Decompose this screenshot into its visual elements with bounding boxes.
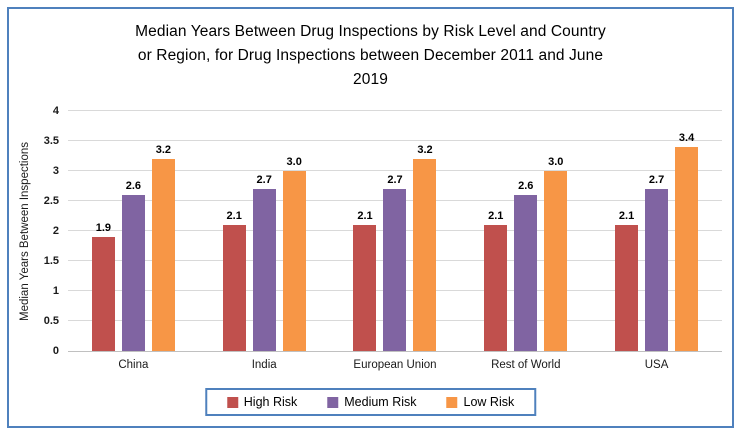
bar-medium-risk [645,189,669,351]
legend-label: High Risk [243,395,298,409]
y-tick-label: 0 [52,345,59,357]
legend-swatch-icon [226,396,238,408]
data-label: 3.0 [286,156,302,168]
bar-column: 2.1 [222,111,246,351]
chart-title-line2: or Region, for Drug Inspections between … [137,47,604,65]
legend: High Risk Medium Risk Low Risk [204,388,537,416]
y-tick-label: 2 [52,225,59,237]
bar-column: 2.7 [383,111,407,351]
x-category-label: European Union [353,359,437,371]
data-label: 2.1 [618,210,635,222]
data-label: 3.2 [417,144,433,156]
bar-medium-risk [252,189,276,351]
data-label: 2.6 [518,180,534,192]
legend-item-low-risk: Low Risk [446,395,515,409]
bar-column: 2.1 [484,111,508,351]
bar-group-usa: 2.1 2.7 3.4 [591,111,722,351]
legend-swatch-icon [446,396,458,408]
chart-title: Median Years Between Drug Inspections by… [39,20,702,92]
bar-groups: 1.9 2.6 3.2 2.1 2.7 3.0 2.1 2.7 3.2 2.1 2.6 3.0 2.1 2… [68,111,722,351]
bar-group-rest-of-world: 2.1 2.6 3.0 [460,111,591,351]
bar-column: 1.9 [91,111,115,351]
legend-item-high-risk: High Risk [226,395,298,409]
y-tick-label: 3 [52,165,59,177]
bar-group-india: 2.1 2.7 3.0 [199,111,330,351]
y-tick-label: 1.5 [43,255,59,267]
bar-low-risk [544,171,568,351]
bar-low-risk [151,159,175,351]
data-label: 2.1 [488,210,504,222]
bar-medium-risk [121,195,145,351]
y-tick-label: 1 [52,285,59,297]
x-category-label: Rest of World [491,359,561,371]
x-category-label: USA [644,359,669,371]
bar-high-risk [91,237,115,351]
bar-group-china: 1.9 2.6 3.2 [68,111,199,351]
chart-title-line3: 2019 [353,71,388,89]
data-label: 2.1 [357,210,373,222]
bar-low-risk [675,147,699,351]
bar-low-risk [282,171,306,351]
bar-column: 3.2 [413,111,437,351]
bar-column: 2.6 [121,111,145,351]
bar-column: 2.7 [645,111,669,351]
data-label: 2.7 [256,174,272,186]
bar-column: 2.1 [353,111,377,351]
x-category-label: China [118,359,149,371]
bar-high-risk [222,225,246,351]
bar-medium-risk [514,195,538,351]
bar-column: 2.7 [252,111,276,351]
bar-column: 2.1 [615,111,639,351]
data-label: 2.1 [226,210,242,222]
bar-group-european-union: 2.1 2.7 3.2 [330,111,461,351]
legend-swatch-icon [327,396,339,408]
legend-label: Medium Risk [344,395,417,409]
chart-title-line1: Median Years Between Drug Inspections by… [135,23,606,40]
y-tick-label: 2.5 [43,195,59,207]
bar-low-risk [413,159,437,351]
legend-item-medium-risk: Medium Risk [327,395,417,409]
data-label: 2.6 [125,180,142,192]
bar-column: 3.0 [282,111,306,351]
bar-column: 3.2 [151,111,175,351]
bar-high-risk [353,225,377,351]
plot-area: 0 0.5 1 1.5 2 2.5 3 3.5 4 1.9 2.6 3.2 2.1 2.7 3.0 2.1 2.… [44,105,722,357]
bar-column: 3.0 [544,111,568,351]
bar-column: 3.4 [675,111,699,351]
gridline [68,140,722,141]
data-label: 1.9 [95,222,112,234]
x-axis-labels: China India European Union Rest of World USA [68,359,722,371]
y-tick-label: 0.5 [43,315,59,327]
data-label: 3.4 [678,132,695,144]
data-label: 3.2 [155,144,172,156]
gridline [68,170,722,171]
y-tick-label: 3.5 [43,135,59,147]
bar-high-risk [484,225,508,351]
gridline [68,110,722,111]
data-label: 2.7 [648,174,665,186]
data-label: 3.0 [548,156,564,168]
bar-medium-risk [383,189,407,351]
data-label: 2.7 [387,174,403,186]
y-axis-title: Median Years Between Inspections [19,142,31,322]
legend-label: Low Risk [463,395,515,409]
x-category-label: India [251,359,277,371]
bar-column: 2.6 [514,111,538,351]
y-tick-label: 4 [52,105,59,117]
bar-high-risk [615,225,639,351]
chart-frame: Median Years Between Drug Inspections by… [7,7,734,428]
